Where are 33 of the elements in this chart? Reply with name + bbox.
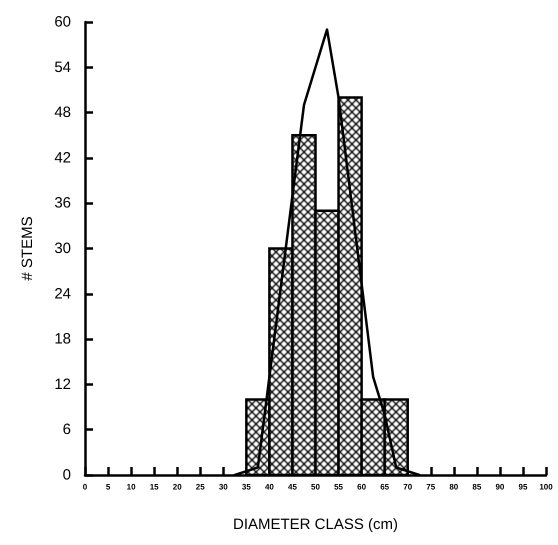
y-tick-label: 6	[62, 421, 71, 438]
x-tick-label: 90	[495, 482, 505, 492]
y-tick-label: 30	[54, 240, 71, 257]
x-tick-label: 80	[449, 482, 459, 492]
y-tick-label: 24	[54, 285, 71, 302]
x-tick-label: 60	[357, 482, 367, 492]
x-tick-label: 50	[311, 482, 320, 492]
x-tick-label: 85	[472, 482, 482, 492]
x-tick-label: 70	[403, 482, 413, 492]
x-tick-label: 5	[106, 482, 111, 492]
x-tick-label: 40	[264, 482, 274, 492]
x-tick-label: 35	[242, 482, 252, 492]
y-tick-label: 54	[54, 58, 71, 76]
x-tick-label: 100	[539, 482, 554, 492]
x-tick-label: 25	[196, 482, 206, 492]
y-axis-title: # STEMS	[19, 216, 36, 281]
x-tick-label: 75	[426, 482, 436, 492]
x-tick-label: 55	[334, 482, 344, 492]
y-tick-label: 42	[54, 149, 71, 166]
x-tick-label: 30	[218, 482, 228, 492]
x-tick-label: 10	[126, 482, 136, 492]
y-tick-label: 60	[54, 14, 71, 30]
x-tick-label: 45	[288, 482, 298, 492]
y-tick-label: 36	[54, 194, 71, 212]
x-tick-label: 0	[82, 482, 88, 492]
x-axis-title: DIAMETER CLASS (cm)	[232, 516, 398, 533]
x-tick-label: 65	[380, 482, 390, 492]
x-tick-label: 95	[518, 482, 528, 492]
y-tick-label: 18	[54, 330, 71, 348]
y-tick-label: 48	[54, 104, 71, 122]
x-tick-label: 20	[172, 482, 182, 492]
y-tick-label: 12	[54, 376, 71, 393]
x-tick-label: 15	[150, 482, 160, 492]
